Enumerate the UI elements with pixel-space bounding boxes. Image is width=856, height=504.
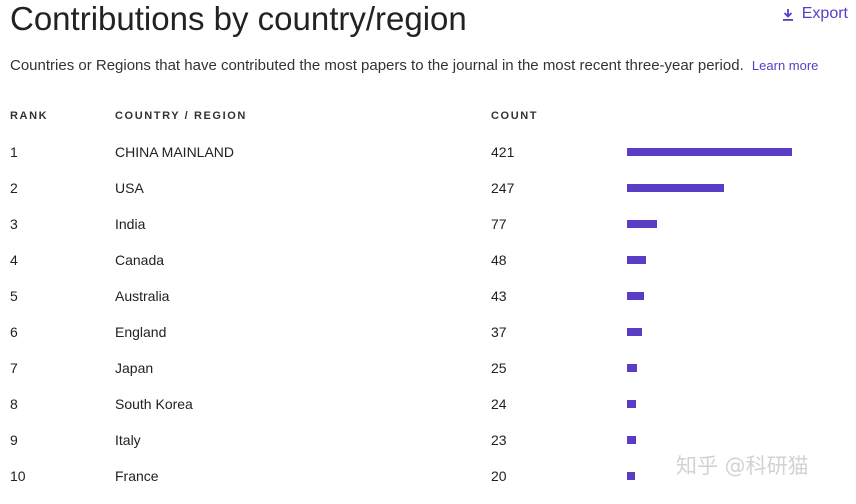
- rank-cell: 7: [10, 360, 18, 376]
- table-row: 7 Japan 25: [0, 360, 856, 396]
- count-bar: [627, 364, 637, 372]
- count-bar: [627, 220, 657, 228]
- rank-cell: 5: [10, 288, 18, 304]
- column-header-country: COUNTRY / REGION: [115, 110, 247, 122]
- count-cell: 37: [491, 324, 507, 340]
- column-header-count: COUNT: [491, 110, 539, 122]
- table-row: 2 USA 247: [0, 180, 856, 216]
- country-cell: Canada: [115, 252, 165, 268]
- count-cell: 247: [491, 180, 515, 196]
- rank-cell: 10: [10, 468, 26, 484]
- country-cell: South Korea: [115, 396, 193, 412]
- country-cell: Australia: [115, 288, 170, 304]
- rank-cell: 9: [10, 432, 18, 448]
- page-description: Countries or Regions that have contribut…: [10, 57, 818, 74]
- count-bar: [627, 184, 724, 192]
- table-row: 9 Italy 23: [0, 432, 856, 468]
- count-bar: [627, 436, 636, 444]
- country-cell: Italy: [115, 432, 141, 448]
- country-cell: USA: [115, 180, 144, 196]
- country-cell: India: [115, 216, 146, 232]
- count-cell: 25: [491, 360, 507, 376]
- count-bar: [627, 472, 635, 480]
- count-cell: 77: [491, 216, 507, 232]
- count-cell: 20: [491, 468, 507, 484]
- rank-cell: 3: [10, 216, 18, 232]
- table-row: 8 South Korea 24: [0, 396, 856, 432]
- count-cell: 48: [491, 252, 507, 268]
- count-cell: 421: [491, 144, 515, 160]
- rank-cell: 4: [10, 252, 18, 268]
- table-row: 5 Australia 43: [0, 288, 856, 324]
- country-cell: Japan: [115, 360, 154, 376]
- download-icon: [782, 8, 794, 21]
- count-bar: [627, 328, 642, 336]
- count-cell: 43: [491, 288, 507, 304]
- description-text: Countries or Regions that have contribut…: [10, 57, 744, 74]
- rank-cell: 2: [10, 180, 18, 196]
- watermark: 知乎 @科研猫: [676, 454, 809, 478]
- country-cell: France: [115, 468, 159, 484]
- table-row: 10 France 20: [0, 468, 856, 504]
- table-row: 6 England 37: [0, 324, 856, 360]
- count-bar: [627, 148, 792, 156]
- export-button[interactable]: Export: [782, 5, 848, 23]
- rank-cell: 1: [10, 144, 18, 160]
- count-bar: [627, 292, 644, 300]
- learn-more-link[interactable]: Learn more: [751, 58, 819, 73]
- count-cell: 24: [491, 396, 507, 412]
- country-cell: England: [115, 324, 167, 340]
- column-header-rank: RANK: [10, 110, 49, 122]
- count-bar: [627, 400, 636, 408]
- export-label: Export: [801, 5, 848, 22]
- country-cell: CHINA MAINLAND: [115, 144, 235, 160]
- table-row: 1 CHINA MAINLAND 421: [0, 144, 856, 180]
- page-title: Contributions by country/region: [10, 0, 467, 37]
- count-bar: [627, 256, 646, 264]
- count-cell: 23: [491, 432, 507, 448]
- rank-cell: 8: [10, 396, 18, 412]
- rank-cell: 6: [10, 324, 18, 340]
- table-row: 4 Canada 48: [0, 252, 856, 288]
- table-row: 3 India 77: [0, 216, 856, 252]
